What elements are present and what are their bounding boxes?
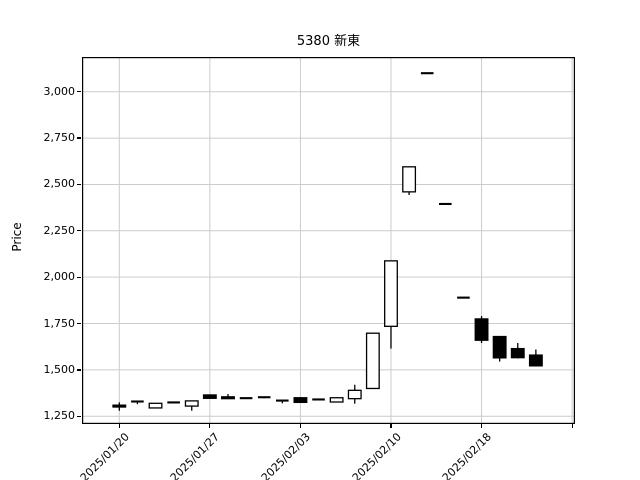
y-tick-label: 1,750 bbox=[43, 316, 76, 330]
candle-body bbox=[202, 394, 217, 399]
y-tick-label: 2,250 bbox=[43, 223, 76, 237]
x-tickmark bbox=[390, 424, 392, 428]
x-tick-label: 2025/02/10 bbox=[349, 430, 404, 480]
x-tick-label: 2025/02/18 bbox=[440, 430, 495, 480]
candle-body bbox=[148, 402, 163, 409]
candle-body bbox=[402, 166, 417, 193]
x-tickmark bbox=[299, 424, 301, 428]
x-tickmark bbox=[209, 424, 211, 428]
y-tickmark bbox=[77, 276, 81, 278]
y-tickmark bbox=[77, 230, 81, 232]
y-tick-label: 3,000 bbox=[43, 84, 76, 98]
candle-doji bbox=[257, 396, 271, 399]
y-tick-label: 1,250 bbox=[43, 409, 76, 423]
y-tick-label: 2,000 bbox=[43, 270, 76, 284]
y-tickmark bbox=[77, 183, 81, 186]
candle-doji bbox=[312, 398, 325, 401]
x-tick-label: 2025/02/03 bbox=[258, 430, 313, 480]
plot-frame bbox=[82, 57, 575, 424]
y-tickmark bbox=[77, 137, 81, 139]
x-tickmark bbox=[480, 424, 483, 428]
candle-doji bbox=[420, 72, 434, 75]
candle-body bbox=[528, 354, 543, 367]
candle-doji bbox=[439, 202, 452, 206]
x-tick-label: 2025/01/20 bbox=[77, 430, 132, 480]
y-tickmark bbox=[77, 322, 81, 325]
x-tickmark bbox=[118, 424, 120, 428]
candle-body bbox=[329, 397, 344, 403]
candle-doji bbox=[457, 296, 470, 299]
plot-area bbox=[82, 57, 575, 424]
y-tickmark bbox=[77, 369, 81, 371]
chart-title: 5380 新東 bbox=[296, 34, 361, 49]
y-axis-label: Price bbox=[10, 222, 24, 252]
candle-doji bbox=[131, 400, 144, 403]
candle-doji bbox=[239, 397, 253, 400]
candle-body bbox=[384, 260, 398, 327]
candle-doji bbox=[167, 401, 180, 404]
y-tickmark bbox=[77, 415, 81, 417]
candlestick-plot bbox=[82, 57, 575, 424]
candle-body bbox=[184, 400, 199, 407]
candle-body bbox=[492, 335, 507, 359]
candle-body bbox=[474, 318, 489, 341]
candle-body bbox=[293, 397, 308, 404]
y-tick-label: 2,750 bbox=[43, 131, 76, 145]
y-tick-label: 2,500 bbox=[43, 177, 76, 191]
y-tickmark bbox=[77, 91, 81, 93]
candle-body bbox=[365, 332, 380, 390]
x-tick-label: 2025/01/27 bbox=[168, 430, 223, 480]
candle-body bbox=[221, 396, 235, 400]
candle-body bbox=[112, 404, 127, 408]
candle-body bbox=[347, 389, 362, 400]
x-tickmark bbox=[571, 424, 573, 428]
y-tick-label: 1,500 bbox=[43, 362, 76, 376]
candle-body bbox=[510, 347, 525, 359]
candle-doji bbox=[276, 399, 289, 402]
